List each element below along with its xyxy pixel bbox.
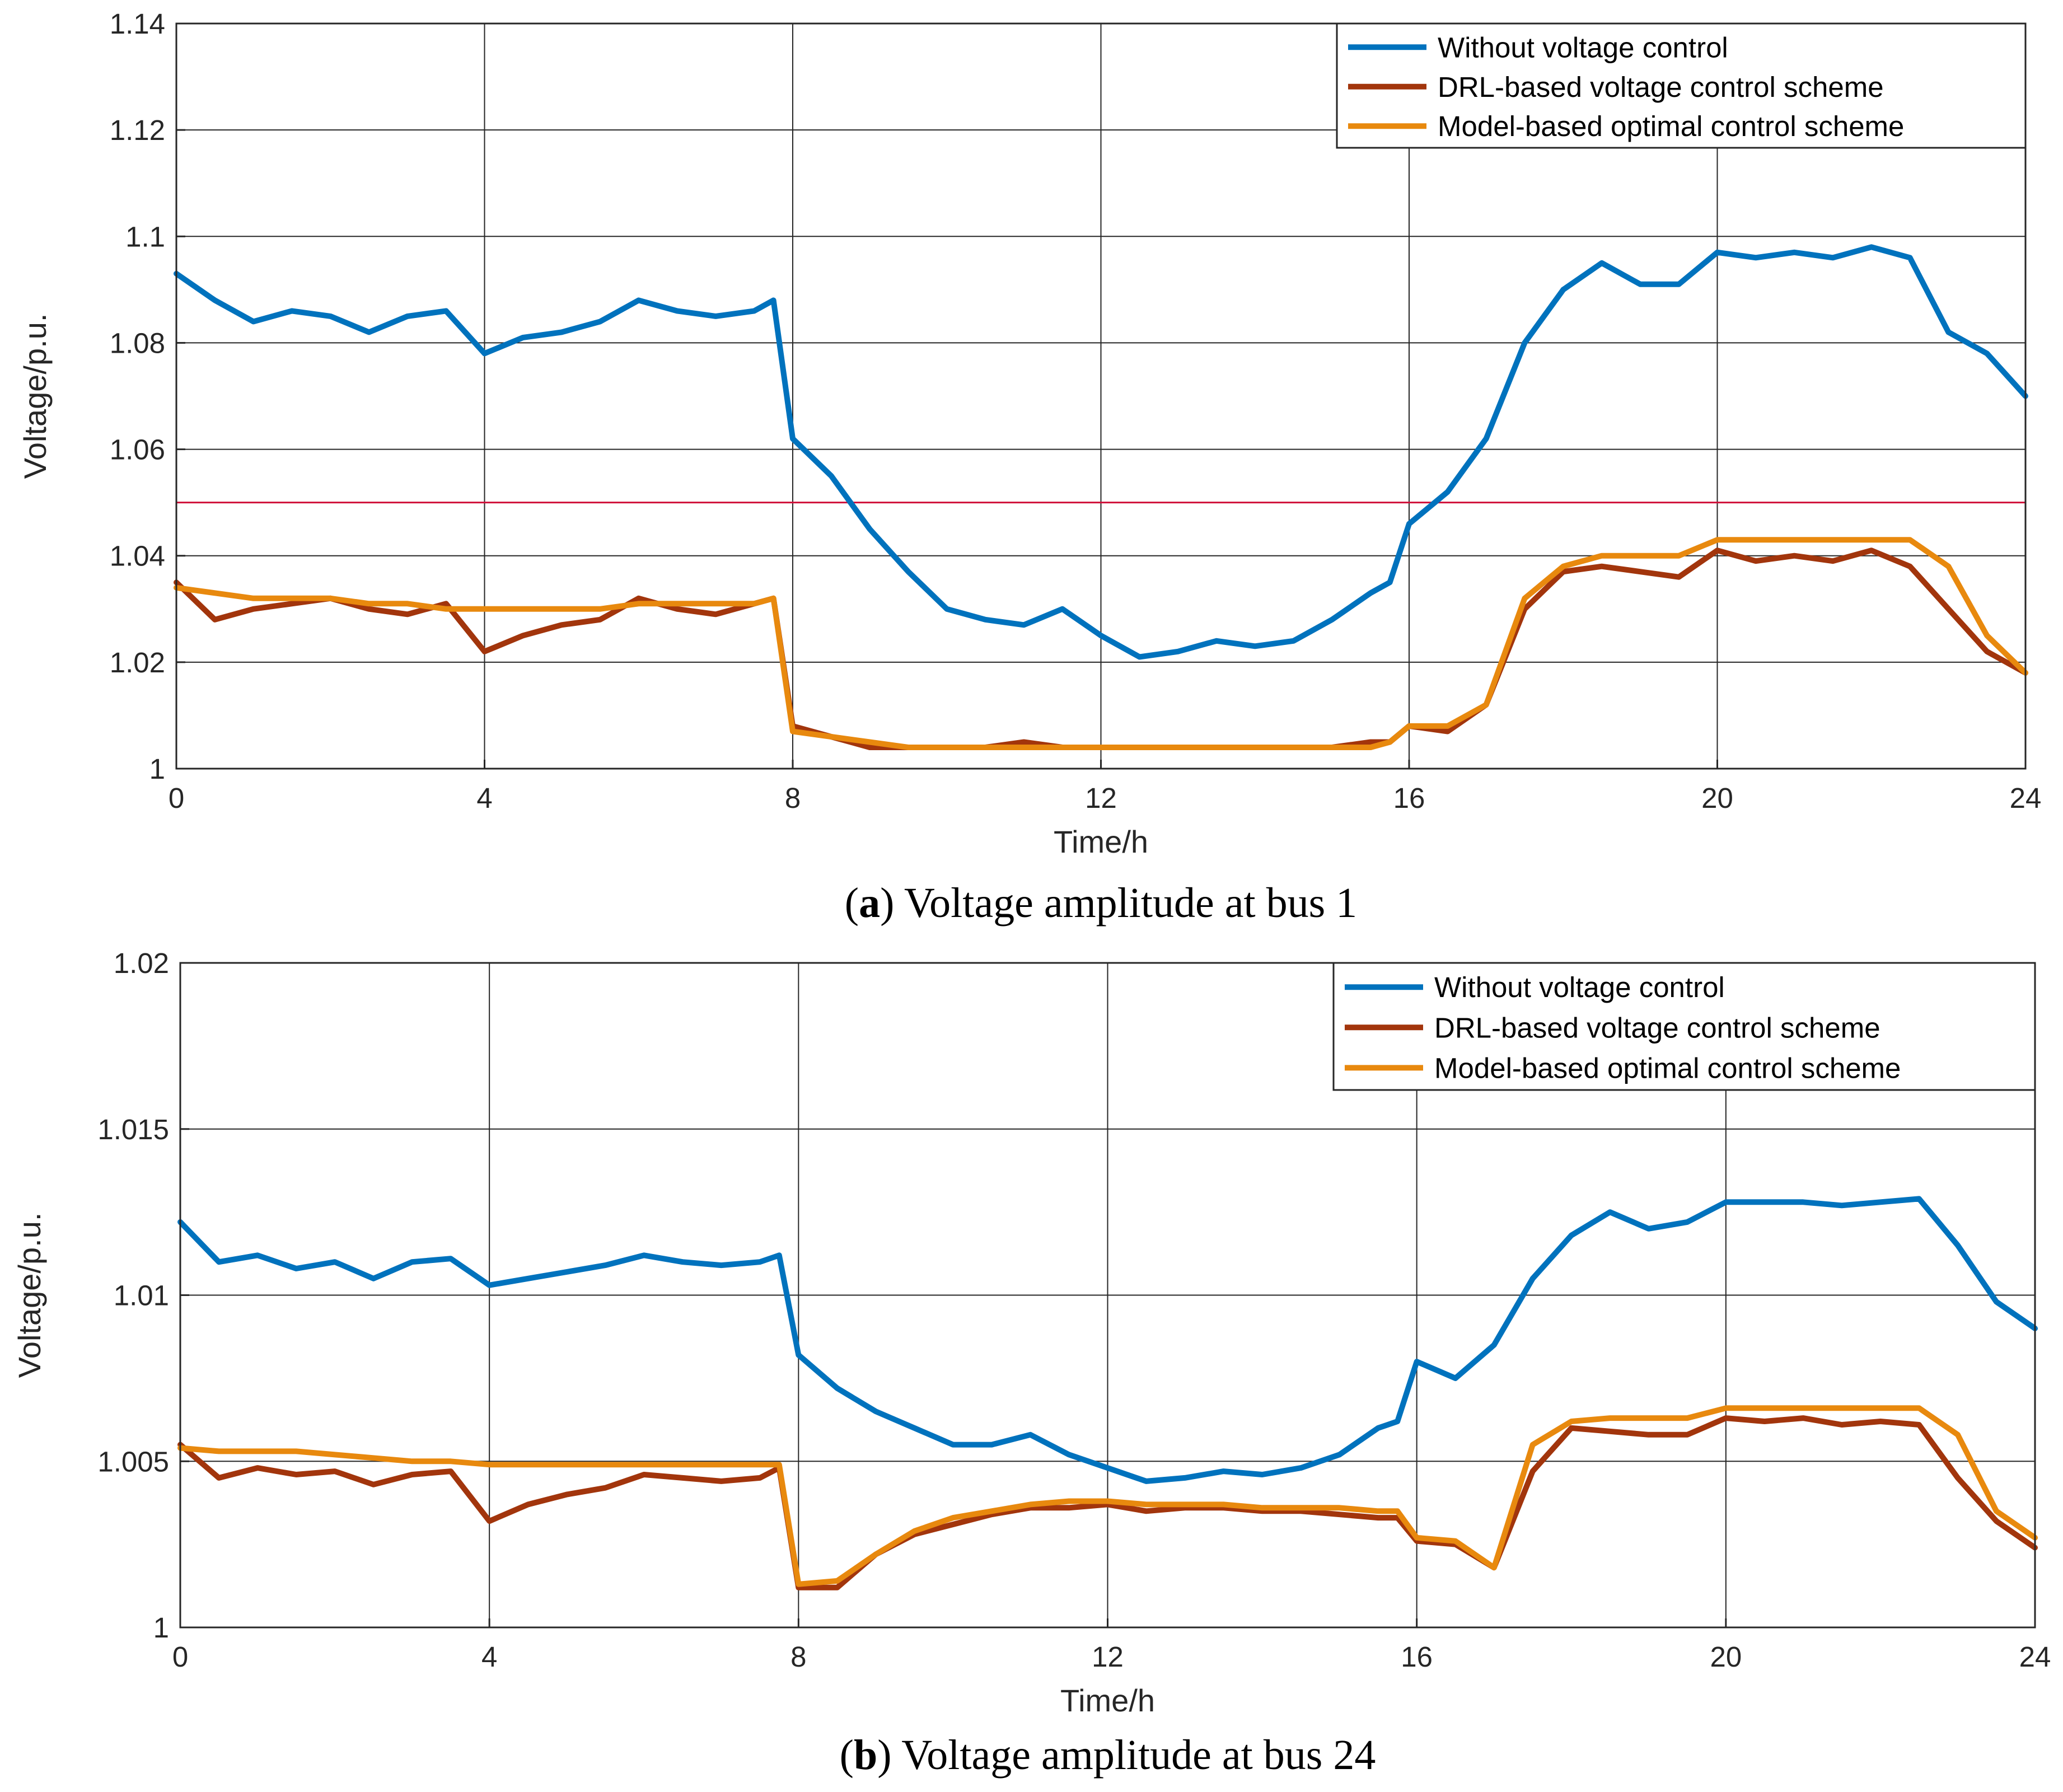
- y-tick-labels: 1 1.02 1.04 1.06 1.08 1.1 1.12 1.14: [110, 8, 185, 785]
- caption-text: Voltage amplitude at bus 24: [901, 1732, 1376, 1779]
- y-tick-labels: 1 1.005 1.01 1.015 1.02: [97, 947, 189, 1644]
- y-tick-label: 1.1: [125, 221, 165, 252]
- x-tick-label: 20: [1701, 782, 1733, 814]
- x-tick-label: 8: [785, 782, 801, 814]
- x-tick-label: 4: [481, 1641, 497, 1673]
- caption-open-paren: (: [840, 1732, 854, 1779]
- y-tick-label: 1: [153, 1612, 169, 1644]
- y-tick-label: 1.08: [110, 327, 165, 359]
- y-tick-label: 1: [149, 753, 165, 785]
- x-axis-label: Time/h: [1060, 1683, 1155, 1718]
- legend: Without voltage control DRL-based voltage…: [1336, 22, 2027, 149]
- legend-label-without: Without voltage control: [1438, 31, 1728, 63]
- x-tick-label: 0: [169, 782, 184, 814]
- legend-label-drl: DRL-based voltage control scheme: [1434, 1012, 1880, 1044]
- chart-panel-a: 0 4 8 12 16 20 24 1 1.02 1.04 1.06 1.08 1.1 1.12 1.14 T…: [17, 8, 2041, 927]
- y-tick-label: 1.01: [114, 1280, 169, 1312]
- y-tick-label: 1.12: [110, 114, 165, 146]
- series-line-model: [177, 1405, 2038, 1587]
- x-axis-label: Time/h: [1054, 824, 1148, 859]
- series-line-model: [174, 537, 2028, 750]
- series-lines: [177, 1196, 2038, 1590]
- y-axis-label: Voltage/p.u.: [12, 1213, 47, 1378]
- series-lines: [174, 244, 2028, 750]
- y-tick-label: 1.14: [110, 8, 165, 40]
- legend-label-drl: DRL-based voltage control scheme: [1438, 71, 1884, 103]
- caption-text: Voltage amplitude at bus 1: [904, 879, 1357, 927]
- x-tick-label: 20: [1710, 1641, 1742, 1673]
- caption-open-paren: (: [845, 879, 859, 927]
- x-tick-label: 4: [476, 782, 492, 814]
- x-tick-label: 12: [1085, 782, 1117, 814]
- legend: Without voltage control DRL-based voltage…: [1332, 962, 2036, 1091]
- panel-caption: (a) Voltage amplitude at bus 1: [845, 879, 1357, 927]
- x-tick-label: 24: [2019, 1641, 2051, 1673]
- chart-panel-b: 0 4 8 12 16 20 24 1 1.005 1.01 1.015 1.02 Time/h Volt…: [12, 947, 2051, 1779]
- caption-panel-letter: b: [854, 1732, 877, 1779]
- y-tick-label: 1.005: [97, 1445, 169, 1477]
- series-line-without: [174, 244, 2028, 660]
- x-tick-label: 0: [172, 1641, 188, 1673]
- caption-close-paren: ): [880, 879, 904, 927]
- y-tick-label: 1.02: [114, 947, 169, 979]
- y-tick-label: 1.06: [110, 434, 165, 466]
- x-tick-label: 16: [1401, 1641, 1433, 1673]
- x-tick-labels: 0 4 8 12 16 20 24: [172, 1618, 2051, 1673]
- legend-box: [1336, 22, 2027, 149]
- x-tick-label: 12: [1092, 1641, 1124, 1673]
- x-tick-label: 16: [1393, 782, 1425, 814]
- x-tick-label: 24: [2010, 782, 2042, 814]
- x-tick-label: 8: [790, 1641, 806, 1673]
- gridlines: [180, 963, 2035, 1627]
- series-line-without: [177, 1196, 2038, 1484]
- x-tick-labels: 0 4 8 12 16 20 24: [169, 760, 2042, 814]
- legend-label-model: Model-based optimal control scheme: [1438, 110, 1904, 142]
- y-tick-label: 1.02: [110, 647, 165, 679]
- legend-label-without: Without voltage control: [1434, 971, 1725, 1003]
- caption-close-paren: ): [877, 1732, 901, 1779]
- series-line-drl: [177, 1415, 2038, 1590]
- legend-label-model: Model-based optimal control scheme: [1434, 1052, 1901, 1084]
- y-axis-label: Voltage/p.u.: [17, 314, 53, 479]
- y-tick-label: 1.015: [97, 1113, 169, 1145]
- panel-caption: (b) Voltage amplitude at bus 24: [840, 1732, 1376, 1779]
- caption-panel-letter: a: [859, 879, 880, 927]
- y-tick-label: 1.04: [110, 540, 165, 572]
- legend-box: [1332, 962, 2036, 1091]
